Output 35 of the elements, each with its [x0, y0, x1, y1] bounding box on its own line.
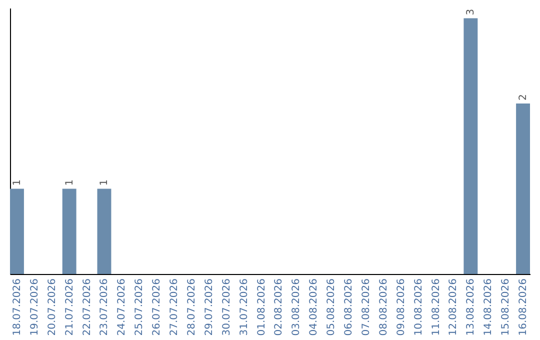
x-tick-label: 30.07.2026: [221, 278, 232, 336]
x-tick-label: 26.07.2026: [152, 278, 163, 336]
x-tick-label: 14.08.2026: [483, 278, 494, 336]
x-tick-label: 16.08.2026: [518, 278, 530, 336]
x-tick-label: 27.07.2026: [169, 278, 180, 336]
x-tick-label: 22.07.2026: [82, 278, 93, 336]
x-tick-label: 03.08.2026: [291, 278, 302, 336]
x-tick-label: 29.07.2026: [204, 278, 215, 336]
x-tick-label: 25.07.2026: [134, 278, 146, 336]
x-tick-label: 18.07.2026: [12, 278, 23, 336]
x-tick-label: 01.08.2026: [256, 278, 268, 336]
x-tick-label: 13.08.2026: [466, 278, 477, 336]
x-tick-label: 23.07.2026: [99, 278, 110, 336]
x-tick-label: 05.08.2026: [326, 278, 338, 336]
x-tick-label: 09.08.2026: [396, 278, 407, 336]
x-tick-label: 10.08.2026: [413, 278, 424, 336]
data-label: 2: [518, 94, 530, 100]
data-label: 1: [12, 179, 23, 186]
data-label: 1: [64, 179, 76, 186]
x-tick-label: 08.08.2026: [378, 278, 390, 336]
x-tick-label: 06.08.2026: [344, 278, 355, 336]
x-tick-label: 11.08.2026: [430, 278, 442, 336]
x-tick-label: 19.07.2026: [29, 278, 40, 336]
x-tick-label: 21.07.2026: [64, 278, 76, 336]
x-tick-label: 15.08.2026: [500, 278, 512, 336]
x-tick-label: 28.07.2026: [186, 278, 198, 336]
x-tick-label: 20.07.2026: [46, 278, 58, 336]
x-tick-label: 31.07.2026: [238, 278, 250, 336]
data-label: 3: [466, 8, 477, 16]
x-tick-label: 04.08.2026: [308, 278, 320, 336]
x-tick-label: 24.07.2026: [116, 278, 128, 336]
x-tick-label: 02.08.2026: [274, 278, 285, 336]
x-tick-label: 12.08.2026: [448, 278, 460, 336]
x-tick-label: 07.08.2026: [360, 278, 372, 336]
data-label: 1: [99, 179, 110, 186]
